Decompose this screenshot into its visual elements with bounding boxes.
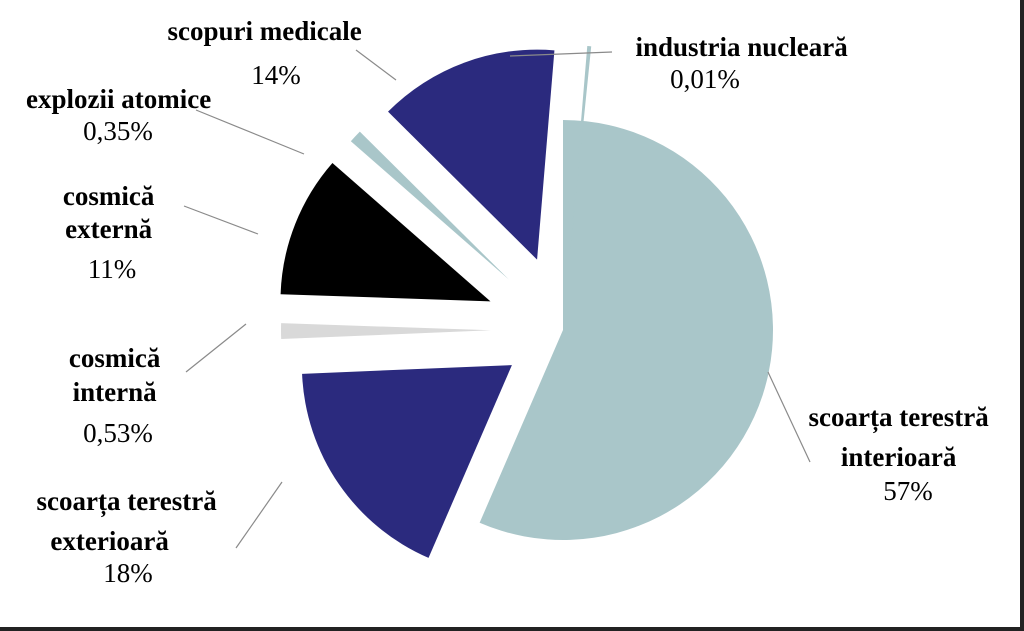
slice-name-cosmica-externa-line2: externă: [65, 214, 152, 244]
slice-name-scoarta-interioara-line1: scoarța terestră: [809, 402, 990, 433]
label-industria-nucleara: industria nucleară 0,01%: [635, 32, 854, 94]
slice-value-scoarta-interioara: 57%: [883, 476, 933, 506]
slice-value-scoarta-exterioara: 18%: [103, 558, 153, 588]
label-cosmica-interna: cosmică internă 0,53%: [69, 343, 167, 448]
leader-cosmica-interna: [185, 323, 247, 373]
slice-name-cosmica-interna-line2: internă: [73, 377, 157, 407]
slice-industria-nucleara: [569, 46, 592, 256]
slice-name-scoarta-exterioara-line2: exterioară: [50, 526, 169, 556]
leader-cosmica-externa: [183, 205, 259, 235]
slice-name-industria-nucleara: industria nucleară: [635, 32, 848, 62]
slice-value-explozii-atomice: 0,35%: [83, 116, 153, 146]
leader-scoarta-exterioara: [235, 481, 283, 549]
slice-value-scopuri-medicale: 14%: [251, 60, 301, 90]
slice-value-cosmica-externa: 11%: [88, 254, 137, 284]
label-cosmica-externa: cosmică externă 11%: [63, 181, 161, 284]
slice-name-scoarta-exterioara-line1: scoarța terestră: [37, 486, 218, 517]
slice-name-scoarta-interioara-line2: interioară: [841, 442, 957, 472]
leader-industria-nucleara: [509, 51, 613, 57]
slice-scoarta-interioara: [479, 120, 773, 540]
slice-explozii-atomice: [350, 131, 509, 280]
leader-scoarta-interioara: [767, 371, 811, 463]
slice-scopuri-medicale: [388, 49, 555, 260]
leader-lines: [183, 49, 811, 549]
pie-slices: [280, 46, 773, 558]
slice-name-scopuri-medicale: scopuri medicale: [168, 16, 362, 46]
slice-value-cosmica-interna: 0,53%: [83, 418, 153, 448]
leader-explozii-atomice: [195, 109, 305, 155]
slice-scoarta-exterioara: [302, 365, 512, 558]
label-scopuri-medicale: scopuri medicale 14%: [168, 16, 369, 90]
slice-name-cosmica-externa-line1: cosmică: [63, 181, 155, 211]
slice-cosmica-interna: [281, 323, 492, 340]
slice-value-industria-nucleara: 0,01%: [670, 64, 740, 94]
leader-scopuri-medicale: [355, 49, 397, 81]
slice-name-cosmica-interna-line1: cosmică: [69, 343, 161, 373]
slice-cosmica-externa: [280, 163, 491, 302]
label-scoarta-interioara: scoarța terestră interioară 57%: [809, 402, 996, 506]
label-explozii-atomice: explozii atomice 0,35%: [26, 84, 218, 146]
slice-name-explozii-atomice: explozii atomice: [26, 84, 211, 114]
label-scoarta-exterioara: scoarța terestră exterioară 18%: [37, 486, 224, 588]
